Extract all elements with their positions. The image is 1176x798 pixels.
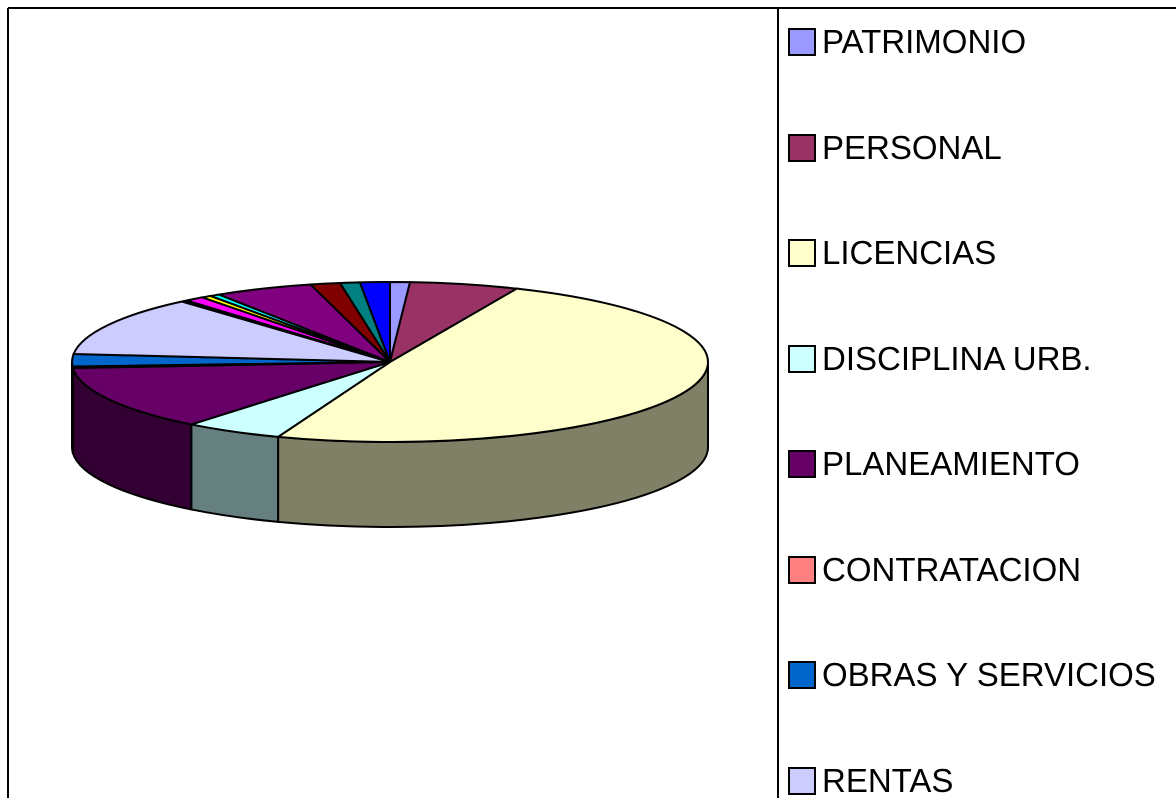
legend-swatch bbox=[788, 450, 816, 478]
legend-item: OBRAS Y SERVICIOS bbox=[788, 655, 1168, 695]
legend-label: CONTRATACION bbox=[822, 550, 1082, 588]
legend-swatch bbox=[788, 555, 816, 584]
legend-label: PERSONAL bbox=[822, 128, 1002, 166]
legend-item: PLANEAMIENTO bbox=[788, 444, 1168, 484]
pie-slice bbox=[275, 287, 710, 443]
legend-label: PLANEAMIENTO bbox=[822, 445, 1080, 482]
pie-slice bbox=[358, 280, 391, 363]
legend-swatch bbox=[788, 344, 816, 373]
legend-swatch bbox=[788, 239, 816, 267]
legend-item: DISCIPLINA URB. bbox=[788, 339, 1168, 379]
pie-side bbox=[71, 361, 74, 452]
legend-swatch bbox=[788, 133, 816, 162]
pie-slice bbox=[71, 361, 391, 426]
legend-label: RENTAS bbox=[822, 761, 954, 798]
legend-item: PATRIMONIO bbox=[788, 22, 1168, 62]
legend-swatch bbox=[788, 766, 816, 795]
pie-side bbox=[190, 423, 280, 523]
legend-swatch bbox=[788, 28, 816, 56]
legend-label: DISCIPLINA URB. bbox=[822, 339, 1092, 377]
legend-item: RENTAS bbox=[788, 761, 1168, 798]
legend-label: LICENCIAS bbox=[822, 234, 997, 271]
pie-slice bbox=[72, 300, 391, 363]
legend-item: CONTRATACION bbox=[788, 550, 1168, 590]
legend-item: PERSONAL bbox=[788, 128, 1168, 168]
legend-swatch bbox=[788, 661, 816, 689]
legend-label: OBRAS Y SERVICIOS bbox=[822, 656, 1156, 693]
legend-item: LICENCIAS bbox=[788, 233, 1168, 273]
legend-label: PATRIMONIO bbox=[822, 23, 1027, 60]
